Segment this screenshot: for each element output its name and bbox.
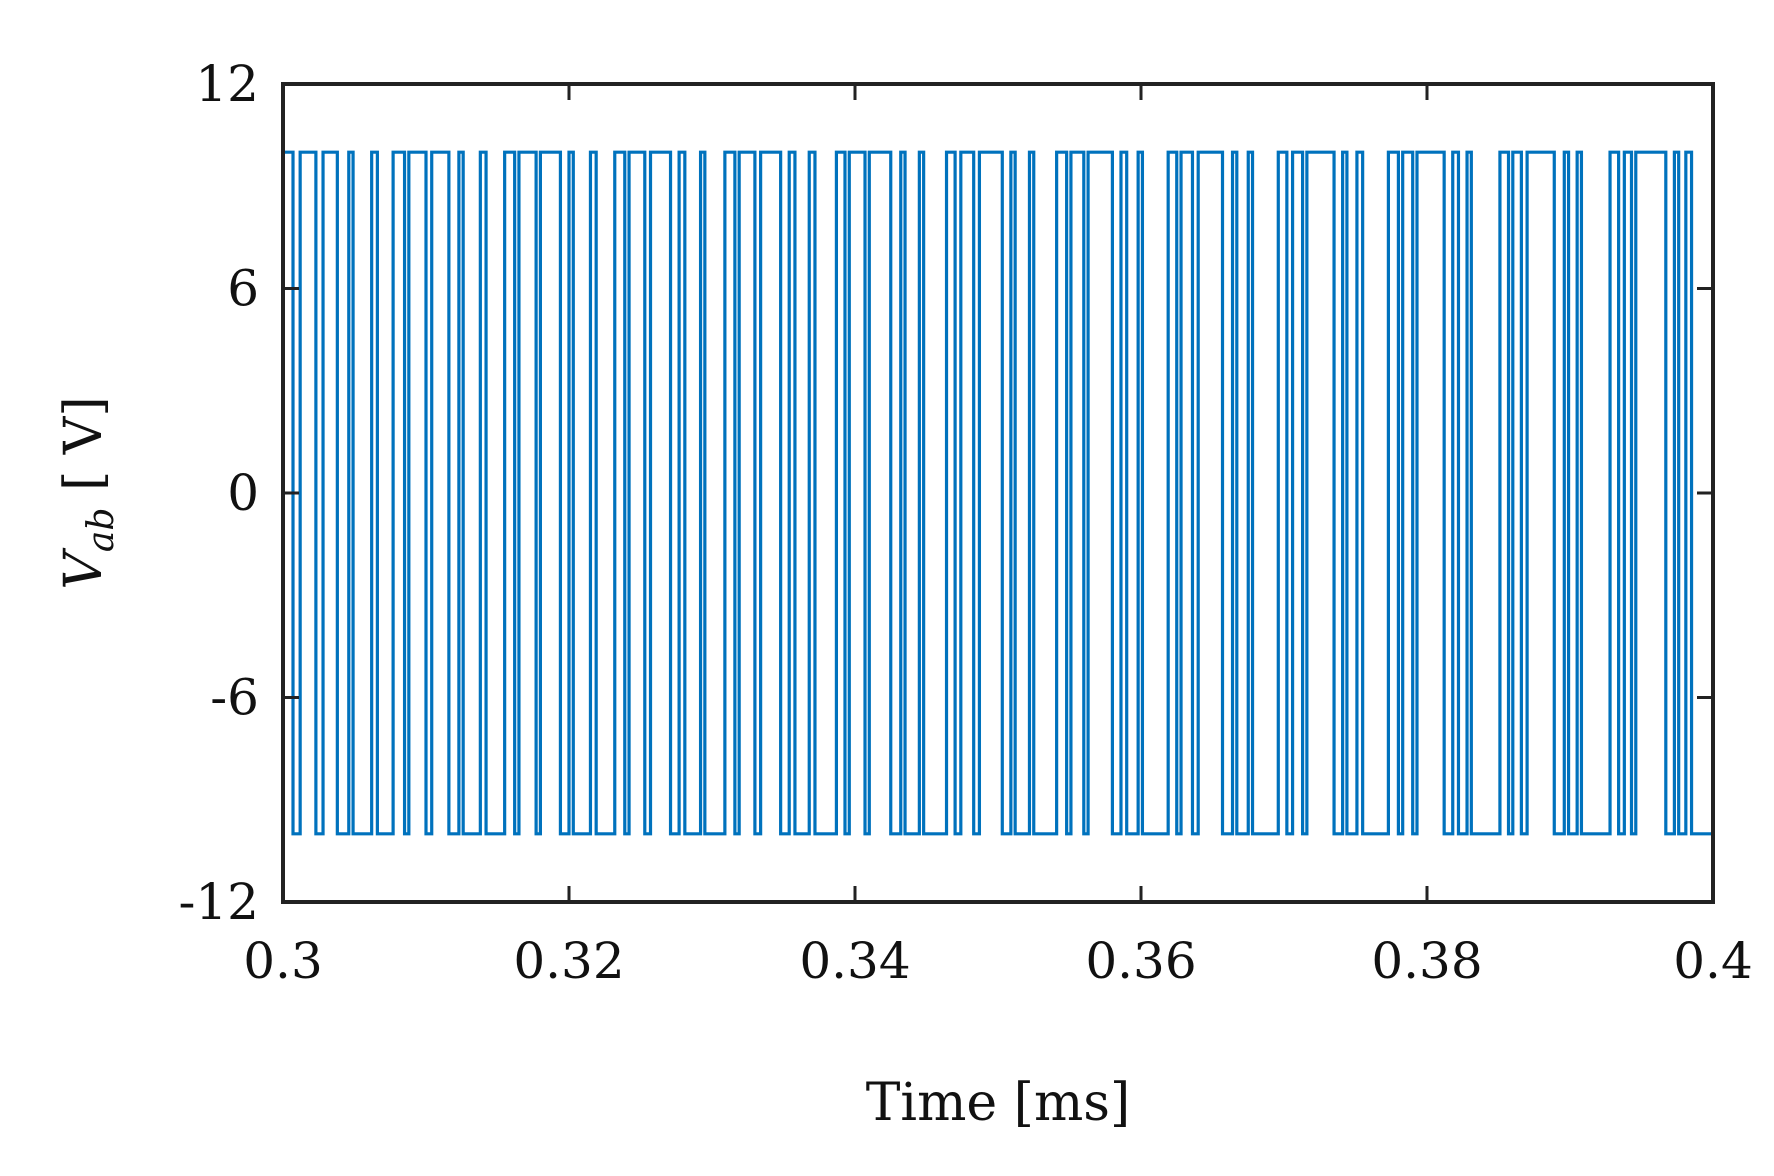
y-tick-label: 6 bbox=[227, 260, 259, 318]
x-axis-title: Time [ms] bbox=[866, 1073, 1131, 1133]
y-axis-unit: [ V] bbox=[54, 396, 114, 507]
series-layer bbox=[283, 150, 1713, 836]
x-tick-label: 0.32 bbox=[513, 932, 624, 990]
series-line bbox=[283, 150, 1713, 836]
y-tick-label: -6 bbox=[210, 669, 259, 727]
y-axis-title: Vab [ V] bbox=[54, 396, 122, 589]
y-axis-subscript: ab bbox=[81, 508, 122, 553]
axes-box bbox=[281, 82, 1715, 904]
x-tick-label: 0.34 bbox=[799, 932, 910, 990]
x-tick-label: 0.36 bbox=[1085, 932, 1196, 990]
x-tick-label: 0.3 bbox=[243, 932, 323, 990]
y-axis-variable: V bbox=[54, 548, 114, 590]
ticks-layer: 0.3 0.32 0.34 0.36 0.38 0.4 12 6 0 -6 -12 bbox=[178, 55, 1752, 990]
x-tick-label: 0.38 bbox=[1371, 932, 1482, 990]
y-tick-label: 0 bbox=[227, 464, 259, 522]
y-tick-label: 12 bbox=[195, 55, 259, 113]
x-tick-label: 0.4 bbox=[1673, 932, 1753, 990]
y-tick-label: -12 bbox=[178, 873, 259, 931]
